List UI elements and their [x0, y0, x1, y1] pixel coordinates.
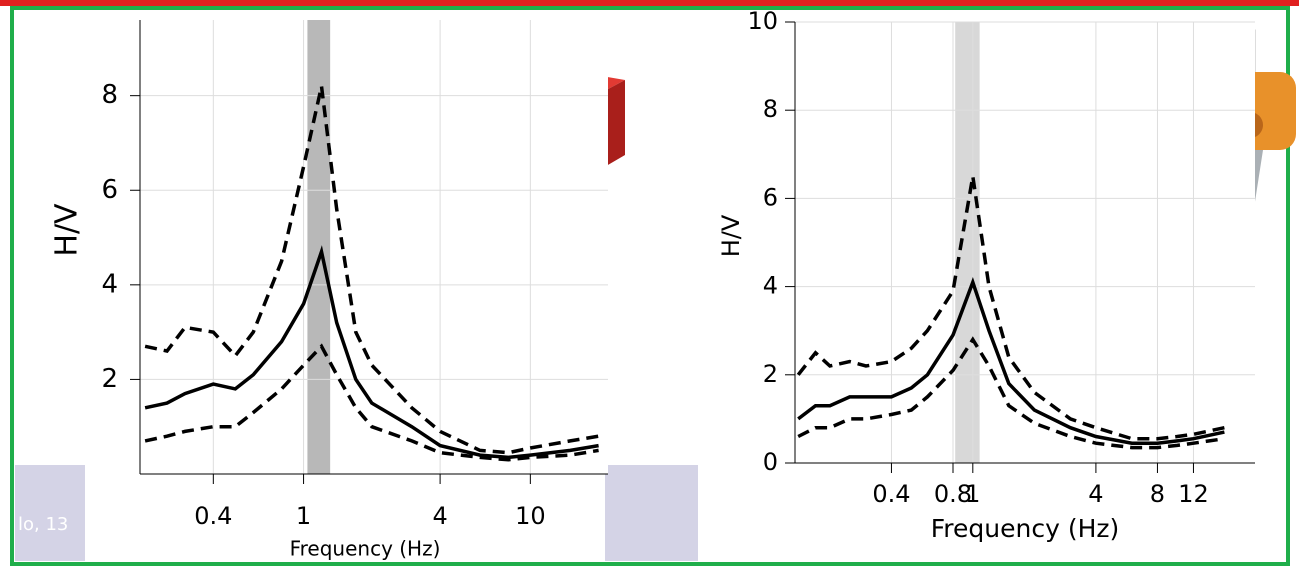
slide-fragment: lo, 13 — [18, 514, 68, 535]
x-tick-label: 1 — [296, 502, 311, 530]
slide-block — [598, 465, 698, 561]
x-axis-label: Frequency (Hz) — [931, 514, 1120, 543]
y-tick-label: 2 — [763, 360, 778, 388]
x-tick-label: 4 — [432, 502, 447, 530]
frame — [10, 6, 1290, 566]
y-tick-label: 4 — [101, 269, 118, 299]
mean-line — [797, 276, 1225, 445]
y-tick-label: 0 — [763, 448, 778, 476]
top-bar — [0, 0, 1299, 6]
x-tick-label: 0.8 — [934, 480, 972, 508]
y-tick-label: 6 — [763, 183, 778, 211]
chart: 0 2 4 6 8 10 0.4 0.81 4 8 12 Frequency (Hz) H/V — [717, 7, 1255, 543]
chart: 2 4 6 8 0.4 1 4 10 Frequency (Hz) H/V — [50, 20, 608, 561]
x-tick-label: 10 — [515, 502, 546, 530]
x-tick-label: 8 — [1150, 480, 1165, 508]
x-tick-label: 0.4 — [194, 502, 232, 530]
dashed-line — [797, 336, 1225, 450]
y-tick-label: 8 — [101, 80, 118, 110]
slide-block — [15, 465, 90, 561]
x-tick-label: 1 — [965, 480, 980, 508]
x-tick-label: 12 — [1178, 480, 1209, 508]
peak-band — [955, 22, 980, 463]
plot-area — [795, 22, 1255, 463]
dashed-line — [144, 85, 599, 455]
peak-band — [307, 20, 331, 474]
x-axis-label: Frequency (Hz) — [290, 537, 441, 561]
y-tick-label: 4 — [763, 272, 778, 300]
y-tick-label: 6 — [101, 175, 118, 205]
y-axis-label: H/V — [50, 203, 85, 257]
y-axis-label: H/V — [717, 214, 745, 257]
y-tick-label: 2 — [101, 364, 118, 394]
y-tick-label: 8 — [763, 95, 778, 123]
mean-line — [144, 245, 599, 460]
x-tick-label: 0.4 — [872, 480, 910, 508]
y-tick-label: 10 — [747, 7, 778, 35]
dashed-line — [144, 343, 599, 462]
x-tick-label: 4 — [1088, 480, 1103, 508]
